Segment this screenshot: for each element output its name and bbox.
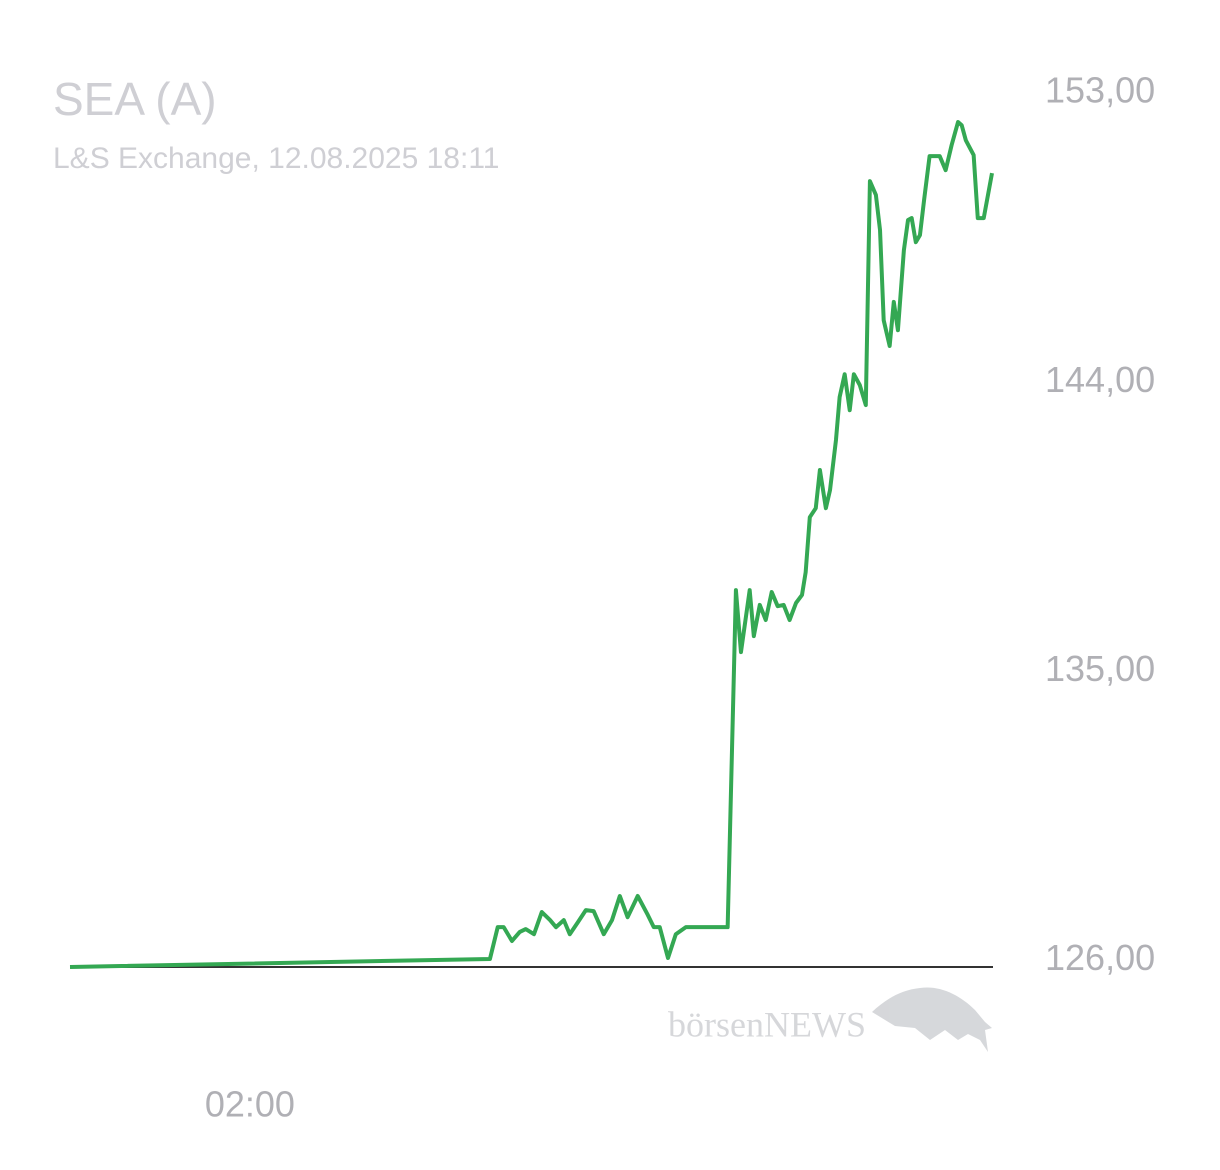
y-tick-label: 153,00: [1045, 70, 1155, 111]
y-tick-label: 126,00: [1045, 937, 1155, 978]
watermark: börsenNEWS: [668, 987, 992, 1052]
watermark-text: börsenNEWS: [668, 1004, 866, 1044]
x-tick-label: 02:00: [205, 1084, 295, 1125]
chart-subtitle: L&S Exchange, 12.08.2025 18:11: [53, 142, 499, 175]
y-tick-label: 135,00: [1045, 648, 1155, 689]
chart-title: SEA (A): [53, 73, 217, 125]
watermark-bull: [872, 987, 992, 1052]
y-tick-label: 144,00: [1045, 359, 1155, 400]
price-line: [69, 120, 994, 969]
